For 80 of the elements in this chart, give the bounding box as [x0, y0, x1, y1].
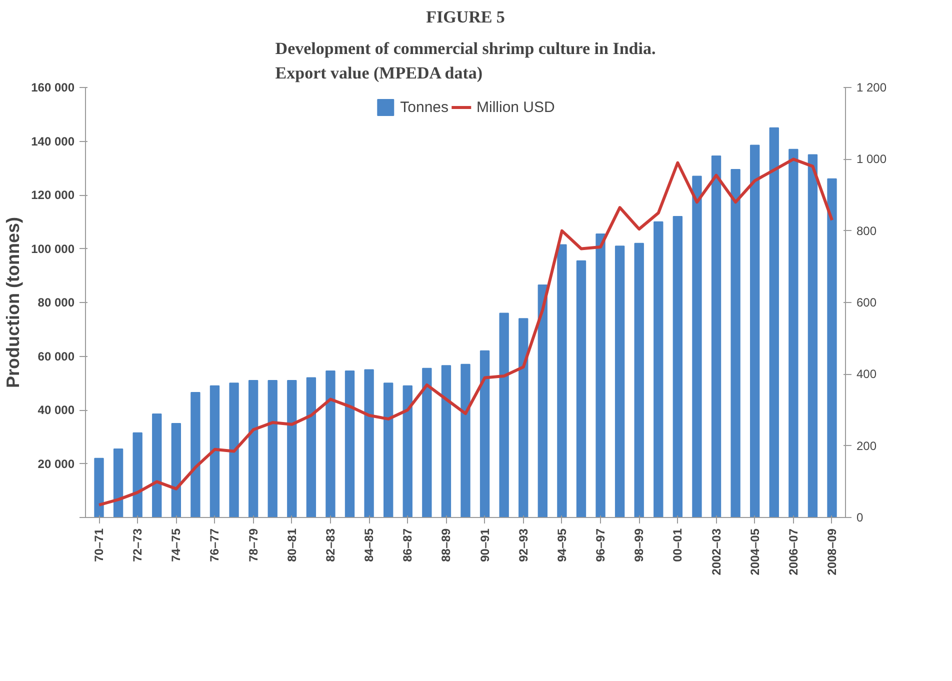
y-tick-label: 40 000	[38, 403, 75, 417]
y-tick-label: 20 000	[38, 456, 75, 471]
bar	[499, 312, 509, 518]
x-tick-label: 94–95	[554, 528, 569, 562]
chart-title: FIGURE 5	[426, 8, 505, 26]
y2-tick-label: 1 200	[856, 80, 887, 94]
bar	[402, 385, 412, 518]
y2-tick-label: 400	[856, 367, 877, 382]
y2-tick-label: 1 000	[856, 152, 887, 166]
bar	[769, 127, 779, 518]
bar	[634, 242, 644, 518]
bar	[287, 380, 297, 518]
x-tick-label: 92–93	[516, 528, 530, 562]
line-series	[98, 158, 834, 506]
bar	[132, 432, 142, 518]
bar	[711, 156, 722, 518]
bar	[596, 233, 606, 518]
bar	[364, 369, 374, 518]
x-tick-label: 74–75	[169, 528, 184, 562]
bar	[384, 382, 394, 518]
y2-tick-label: 0	[856, 510, 864, 524]
x-tick-label: 96–97	[594, 528, 608, 562]
y-tick-label: 100 000	[31, 242, 75, 256]
x-tick-label: 2008–09	[824, 528, 839, 576]
x-tick-label: 82–83	[323, 528, 338, 562]
bar	[538, 284, 548, 518]
bar	[268, 380, 278, 518]
bar	[441, 365, 452, 518]
bar	[480, 350, 490, 518]
bar	[229, 382, 239, 518]
y2-tick-label: 800	[856, 224, 877, 238]
bar	[94, 458, 104, 518]
chart-subtitle: Development of commercial shrimp culture in India. Export value (MPEDA data)	[275, 38, 656, 82]
y2-tick-label: 600	[856, 296, 877, 310]
y-tick-label: 120 000	[31, 188, 75, 202]
bar	[248, 380, 258, 518]
x-tick-label: 72–73	[130, 528, 145, 562]
x-tick-label: 90–91	[478, 528, 492, 562]
x-tick-label: 84–85	[362, 528, 376, 562]
x-tick-label: 2006–07	[786, 528, 800, 576]
bar	[827, 178, 837, 518]
bar	[113, 448, 124, 518]
x-tick-label: 86–87	[400, 528, 415, 562]
x-tick-label: 98–99	[632, 528, 646, 562]
bar	[422, 368, 432, 518]
x-tick-label: 2004–05	[748, 528, 762, 576]
bar	[654, 221, 664, 518]
y-tick-label: 160 000	[31, 80, 75, 94]
bar	[576, 260, 586, 518]
x-tick-label: 2002–03	[709, 528, 724, 576]
bar	[557, 244, 567, 518]
x-tick-label: 80–81	[284, 528, 299, 562]
x-tick-label: 76–77	[208, 528, 222, 562]
x-tick-label: 70–71	[92, 528, 106, 562]
bar	[730, 168, 740, 518]
bar	[788, 148, 798, 518]
legend-label: Million USD	[476, 98, 555, 116]
bar	[171, 422, 181, 518]
x-tick-label: 88–89	[439, 528, 454, 562]
x-tick-label: 00–01	[670, 528, 685, 562]
y-tick-label: 140 000	[31, 134, 75, 148]
bar	[614, 246, 625, 518]
y-axis-title: Production (tonnes)	[3, 217, 24, 388]
bar	[460, 364, 470, 518]
bar	[344, 370, 355, 518]
bar	[692, 176, 702, 518]
bar	[750, 144, 760, 518]
bar	[808, 154, 818, 518]
y-tick-label: 60 000	[38, 349, 75, 364]
y-tick-label: 80 000	[38, 296, 75, 310]
legend-label: Tonnes	[400, 98, 449, 116]
y2-tick-label: 200	[856, 438, 877, 453]
bar	[326, 370, 336, 518]
bar	[210, 385, 220, 518]
bar	[190, 392, 200, 518]
bar	[518, 318, 528, 518]
bar	[672, 216, 683, 518]
bar	[152, 414, 162, 518]
x-tick-label: 78–79	[246, 528, 260, 562]
bar	[306, 377, 316, 518]
